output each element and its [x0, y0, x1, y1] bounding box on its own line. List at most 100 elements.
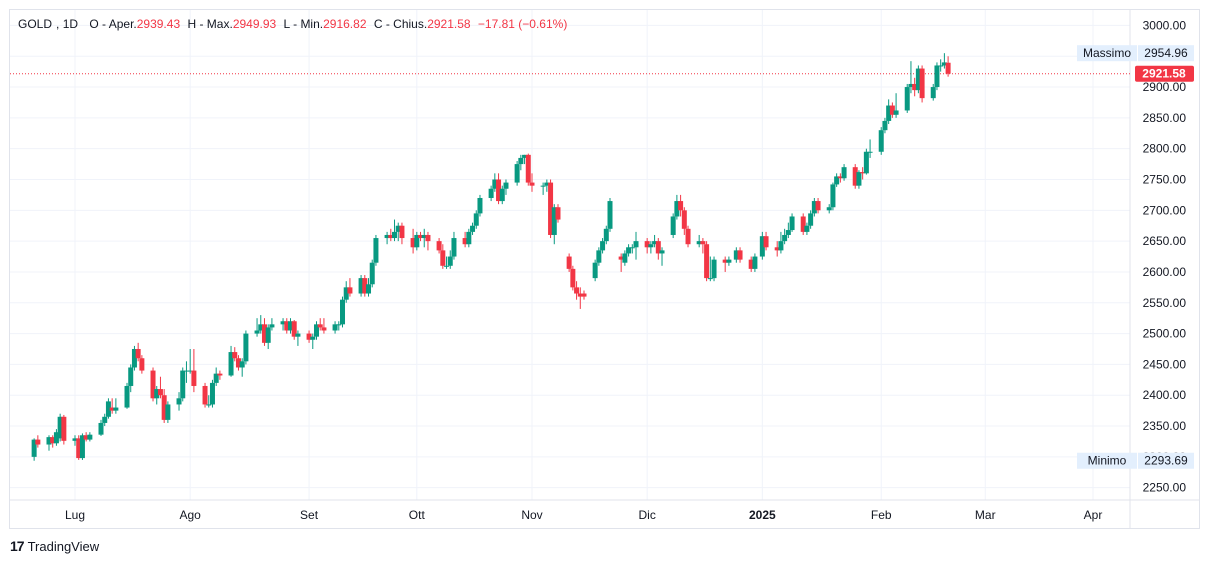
candle-body[interactable]: [700, 241, 706, 245]
candle-body[interactable]: [83, 435, 89, 440]
candle-body[interactable]: [340, 299, 346, 325]
candle-body[interactable]: [176, 398, 182, 405]
candle-body[interactable]: [938, 65, 944, 67]
candle-body[interactable]: [930, 87, 936, 99]
candle-body[interactable]: [945, 62, 951, 74]
candle-body[interactable]: [425, 234, 431, 242]
candle-body[interactable]: [392, 231, 398, 239]
candle-body[interactable]: [878, 130, 884, 152]
candle-body[interactable]: [399, 225, 405, 239]
candle-body[interactable]: [369, 262, 375, 285]
candle-body[interactable]: [105, 401, 111, 417]
candle-body[interactable]: [733, 250, 739, 260]
candle-body[interactable]: [852, 167, 858, 186]
candle-body[interactable]: [555, 207, 561, 220]
candle-body[interactable]: [35, 439, 41, 445]
candle-body[interactable]: [217, 373, 223, 376]
candle-body[interactable]: [154, 389, 160, 399]
candle-body[interactable]: [633, 241, 639, 248]
candle-body[interactable]: [395, 225, 401, 232]
candle-body[interactable]: [57, 416, 63, 439]
candle-body[interactable]: [291, 321, 297, 337]
candle-body[interactable]: [254, 330, 260, 334]
candle-body[interactable]: [384, 234, 390, 239]
candle-body[interactable]: [358, 278, 364, 294]
candle-body[interactable]: [603, 228, 609, 242]
candle-body[interactable]: [436, 241, 442, 251]
candle-body[interactable]: [135, 348, 141, 359]
candle-body[interactable]: [551, 207, 557, 235]
candle-body[interactable]: [704, 244, 710, 279]
candle-body[interactable]: [209, 382, 215, 405]
candle-body[interactable]: [774, 247, 780, 251]
candle-body[interactable]: [287, 321, 293, 331]
candle-body[interactable]: [503, 182, 509, 189]
candle-body[interactable]: [310, 336, 316, 340]
candle-body[interactable]: [856, 172, 862, 186]
candle-body[interactable]: [235, 358, 241, 368]
candle-body[interactable]: [150, 370, 156, 399]
candle-body[interactable]: [707, 278, 713, 280]
candle-body[interactable]: [46, 437, 52, 445]
candle-body[interactable]: [191, 370, 197, 386]
candle-body[interactable]: [681, 210, 687, 229]
candle-body[interactable]: [804, 225, 810, 232]
candle-body[interactable]: [232, 352, 238, 359]
candle-body[interactable]: [243, 333, 249, 362]
candle-body[interactable]: [269, 324, 275, 328]
candle-body[interactable]: [570, 268, 576, 288]
candle-body[interactable]: [867, 151, 873, 153]
candle-body[interactable]: [529, 182, 535, 186]
candle-body[interactable]: [811, 201, 817, 214]
candle-body[interactable]: [882, 120, 888, 131]
candle-body[interactable]: [87, 434, 93, 440]
candle-body[interactable]: [161, 395, 167, 420]
candle-body[interactable]: [239, 361, 245, 368]
candle-body[interactable]: [187, 370, 193, 372]
candle-body[interactable]: [737, 250, 743, 260]
candle-body[interactable]: [908, 83, 914, 88]
candle-body[interactable]: [343, 287, 349, 300]
candle-body[interactable]: [499, 188, 505, 202]
candle-body[interactable]: [514, 164, 520, 183]
candle-body[interactable]: [165, 404, 171, 420]
candle-body[interactable]: [373, 238, 379, 263]
candle-body[interactable]: [548, 182, 554, 235]
candle-body[interactable]: [102, 416, 108, 423]
candle-body[interactable]: [265, 327, 271, 343]
candle-body[interactable]: [98, 422, 104, 435]
candle-body[interactable]: [213, 373, 219, 383]
candle-body[interactable]: [912, 83, 918, 91]
candle-body[interactable]: [313, 324, 319, 337]
candle-body[interactable]: [941, 62, 947, 66]
candle-body[interactable]: [826, 207, 832, 211]
candle-body[interactable]: [518, 157, 524, 165]
candle-body[interactable]: [180, 370, 186, 399]
candle-body[interactable]: [629, 247, 635, 249]
candle-body[interactable]: [763, 236, 769, 248]
candle-body[interactable]: [366, 284, 372, 294]
candle-body[interactable]: [410, 238, 416, 248]
candle-body[interactable]: [789, 216, 795, 231]
candle-body[interactable]: [574, 287, 580, 294]
candle-body[interactable]: [477, 197, 483, 214]
candle-body[interactable]: [473, 213, 479, 226]
candle-body[interactable]: [414, 234, 420, 248]
candle-body[interactable]: [678, 201, 684, 211]
candle-body[interactable]: [31, 439, 37, 457]
candle-body[interactable]: [183, 370, 189, 372]
candle-body[interactable]: [618, 256, 624, 260]
candle-body[interactable]: [525, 154, 531, 183]
tradingview-brand[interactable]: 17 TradingView: [10, 538, 99, 554]
candle-body[interactable]: [659, 250, 665, 254]
candle-body[interactable]: [109, 407, 115, 411]
candle-body[interactable]: [113, 407, 119, 411]
candle-body[interactable]: [886, 105, 892, 121]
candle-body[interactable]: [462, 238, 468, 245]
candle-body[interactable]: [644, 241, 650, 248]
candle-body[interactable]: [648, 244, 654, 248]
candle-body[interactable]: [711, 259, 717, 279]
candle-body[interactable]: [626, 247, 632, 254]
candle-body[interactable]: [915, 68, 921, 91]
